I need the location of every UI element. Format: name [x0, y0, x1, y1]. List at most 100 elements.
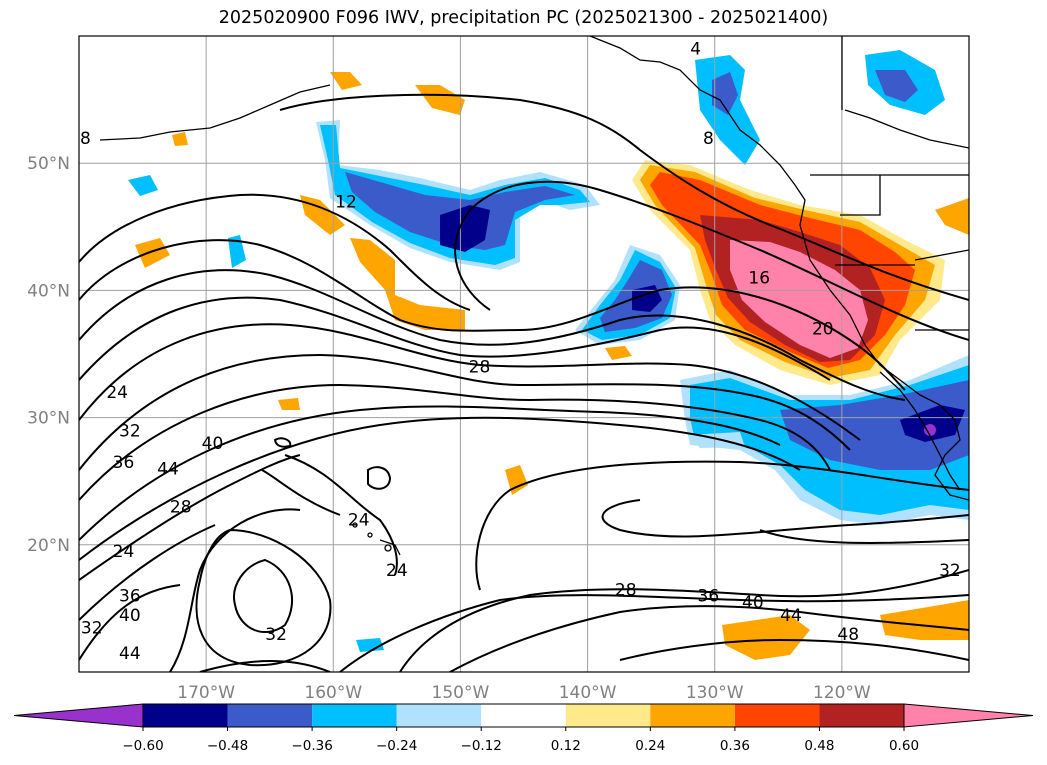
colorbar: −0.60 −0.48 −0.36 −0.24 −0.12 0.12 0.24 0.36 0.4… — [13, 703, 1034, 754]
colorbar-segment — [143, 704, 228, 727]
iwv-contour-label: 24 — [106, 383, 128, 403]
colorbar-segment — [396, 704, 482, 727]
iwv-contour-line — [79, 193, 471, 311]
colorbar-tick-label: −0.36 — [291, 738, 332, 754]
iwv-contour-line — [79, 296, 831, 381]
iwv-contour-line — [601, 499, 969, 538]
iwv-contour-line — [79, 383, 831, 501]
iwv-contour-label: 4 — [690, 40, 701, 60]
colorbar-tick-label: −0.24 — [376, 738, 417, 754]
pos-contour-024 — [350, 238, 465, 330]
iwv-contour-line — [261, 469, 341, 516]
iwv-contour-line — [79, 239, 906, 391]
pos-contour-024 — [172, 132, 188, 146]
pos-contour-024 — [278, 398, 300, 410]
iwv-contour-line — [367, 466, 392, 490]
lon-tick-label: 160°W — [304, 683, 362, 703]
iwv-contour-label: 24 — [348, 510, 370, 530]
colorbar-frame — [142, 703, 905, 728]
iwv-contour-label: 20 — [812, 320, 834, 340]
colorbar-tick-label: 0.48 — [804, 738, 834, 754]
lat-tick-label: 50°N — [27, 154, 70, 174]
lat-tick-label: 40°N — [27, 281, 70, 301]
iwv-contour-label: 44 — [157, 459, 179, 479]
lon-tick-label: 130°W — [686, 683, 744, 703]
iwv-contour-label: 36 — [113, 453, 135, 473]
pos-contour-024 — [935, 198, 969, 235]
neg-contour-036 — [712, 72, 738, 115]
colorbar-segment — [734, 704, 820, 727]
lat-tick-label: 30°N — [27, 409, 70, 429]
pos-contour-024 — [722, 615, 810, 660]
colorbar-tick-label: 0.12 — [551, 738, 581, 754]
colorbar-tick-label: 0.36 — [720, 738, 750, 754]
iwv-contour-label: 36 — [119, 587, 141, 607]
colorbar-tick-label: 0.60 — [889, 738, 919, 754]
iwv-contour-label: 28 — [615, 580, 637, 600]
iwv-contour-label: 24 — [386, 561, 408, 581]
iwv-contour-label: 32 — [119, 421, 141, 441]
colorbar-tick-label: 0.24 — [635, 738, 665, 754]
iwv-contour-line — [79, 524, 216, 621]
iwv-contour-label: 40 — [119, 606, 141, 626]
iwv-contour-line — [79, 454, 301, 581]
colorbar-extend-min — [13, 703, 144, 728]
iwv-contour-label: 44 — [780, 606, 802, 626]
iwv-contour-line — [79, 269, 906, 401]
iwv-contour-line — [169, 508, 301, 672]
neg-contour-024 — [128, 175, 158, 196]
iwv-contour-label: 28 — [469, 358, 491, 378]
iwv-contour-label: 32 — [81, 618, 103, 638]
neg-contour-036 — [780, 380, 969, 470]
colorbar-segment — [819, 704, 904, 727]
iwv-contour-lines — [79, 93, 969, 672]
colorbar-tick-label: −0.48 — [207, 738, 248, 754]
pos-contour-024 — [415, 85, 465, 115]
iwv-contour-label: 48 — [837, 625, 859, 645]
iwv-contour-label: 40 — [202, 434, 224, 454]
pos-contour-024 — [505, 465, 528, 495]
axis-tick-labels: 170°W 160°W 150°W 140°W 130°W 120°W 50°N 40°N 30… — [27, 154, 871, 703]
neg-contour-060 — [924, 424, 936, 436]
pos-contour-024 — [330, 72, 362, 90]
lon-tick-label: 170°W — [177, 683, 235, 703]
colorbar-segment — [312, 704, 397, 727]
pos-contour-024 — [880, 600, 969, 640]
coastline-icon — [99, 36, 969, 556]
neg-contour-024 — [356, 638, 384, 652]
colorbar-extend-max — [903, 703, 1034, 728]
iwv-contour-line — [619, 638, 969, 661]
colorbar-tick-label: −0.60 — [122, 738, 163, 754]
colorbar-segment — [565, 704, 651, 727]
lon-tick-label: 120°W — [813, 683, 871, 703]
lat-tick-label: 20°N — [27, 536, 70, 556]
iwv-contour-line — [454, 180, 969, 341]
iwv-contour-line — [475, 460, 969, 591]
iwv-contour-label: 28 — [170, 498, 192, 518]
iwv-contour-line — [79, 416, 801, 561]
pos-contour-024 — [605, 346, 632, 360]
iwv-contour-line — [284, 454, 398, 576]
iwv-contour-line — [79, 584, 181, 661]
neg-contour-048 — [440, 205, 490, 252]
iwv-contour-line — [759, 529, 969, 544]
iwv-contour-label: 44 — [119, 644, 141, 664]
iwv-contour-label: 8 — [703, 129, 714, 149]
iwv-contour-label: 24 — [113, 542, 135, 562]
iwv-contour-label: 12 — [335, 192, 357, 212]
iwv-contour-line — [273, 437, 292, 448]
iwv-contour-line — [195, 528, 332, 667]
chart-title: 2025020900 F096 IWV, precipitation PC (2… — [218, 8, 829, 28]
neg-contour-024 — [320, 125, 590, 265]
lon-tick-label: 140°W — [559, 683, 617, 703]
iwv-contour-line — [79, 353, 851, 471]
neg-contour-036 — [875, 70, 918, 102]
iwv-contour-line — [279, 93, 969, 301]
colorbar-segment — [650, 704, 735, 727]
neg-contour-024 — [228, 235, 246, 268]
iwv-contour-line — [339, 594, 969, 672]
iwv-contour-line — [79, 323, 861, 441]
colorbar-segment — [481, 704, 566, 727]
